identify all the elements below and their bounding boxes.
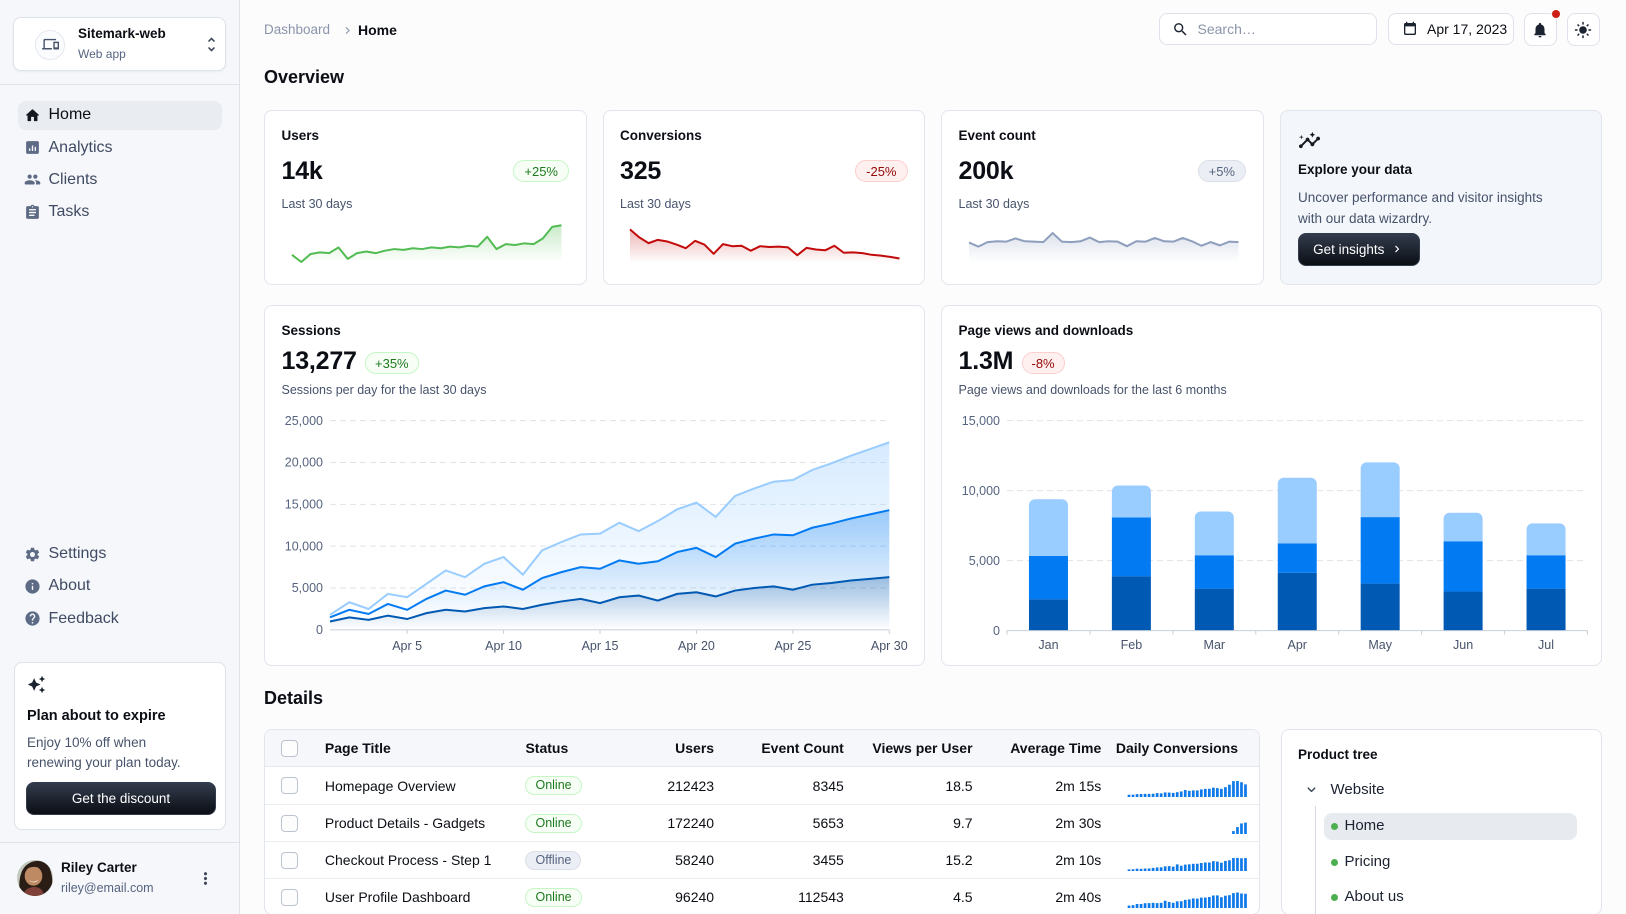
svg-text:Jan: Jan: [1038, 638, 1058, 652]
svg-text:Mar: Mar: [1204, 638, 1226, 652]
svg-text:Apr: Apr: [1288, 638, 1307, 652]
svg-text:Jun: Jun: [1453, 638, 1473, 652]
svg-text:Jul: Jul: [1538, 638, 1554, 652]
svg-text:15,000: 15,000: [285, 497, 323, 511]
svg-text:0: 0: [316, 623, 323, 637]
svg-text:Apr 15: Apr 15: [582, 639, 619, 653]
svg-text:Apr 25: Apr 25: [774, 639, 811, 653]
svg-text:5,000: 5,000: [969, 554, 1000, 568]
svg-text:5,000: 5,000: [292, 581, 323, 595]
svg-text:0: 0: [993, 624, 1000, 638]
svg-text:Apr 30: Apr 30: [871, 639, 908, 653]
svg-text:Apr 5: Apr 5: [392, 639, 422, 653]
svg-text:May: May: [1368, 638, 1392, 652]
svg-text:10,000: 10,000: [285, 539, 323, 553]
svg-text:Apr 20: Apr 20: [678, 639, 715, 653]
svg-text:25,000: 25,000: [285, 414, 323, 428]
svg-text:20,000: 20,000: [285, 455, 323, 469]
svg-text:10,000: 10,000: [962, 484, 1000, 498]
svg-text:15,000: 15,000: [962, 414, 1000, 428]
svg-text:Feb: Feb: [1121, 638, 1143, 652]
svg-text:Apr 10: Apr 10: [485, 639, 522, 653]
